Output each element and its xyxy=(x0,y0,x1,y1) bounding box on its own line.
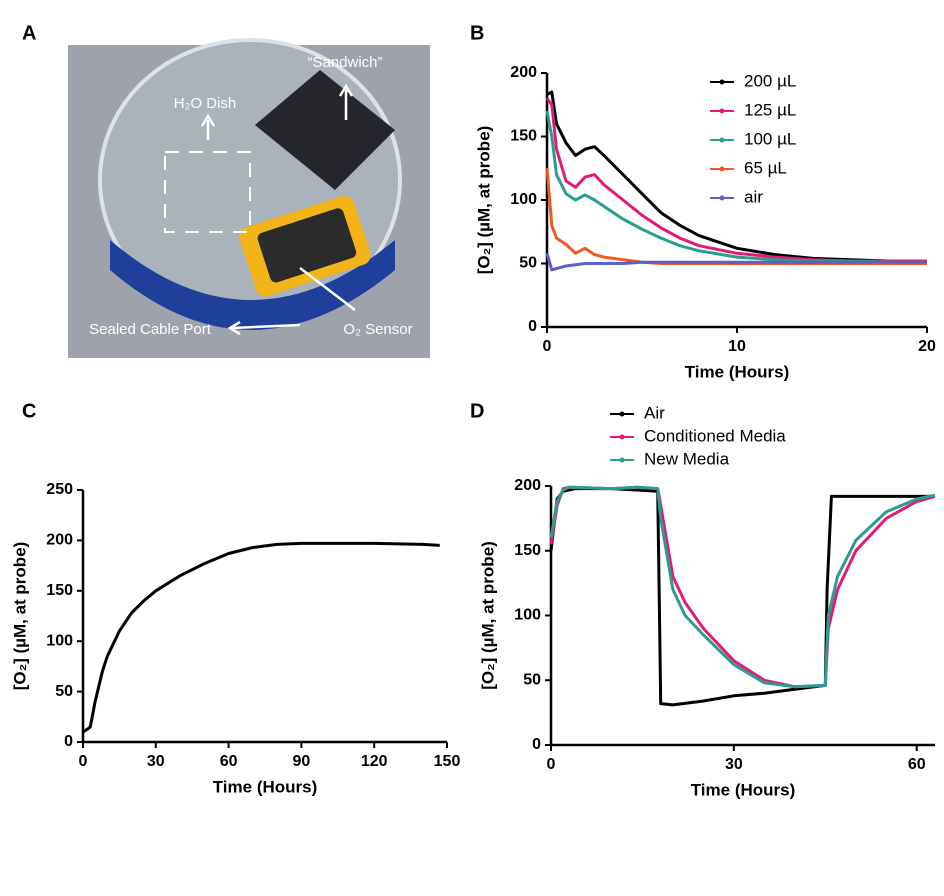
y-tick-label: 0 xyxy=(528,318,537,335)
data-line xyxy=(549,485,936,689)
x-tick-label: 10 xyxy=(728,338,746,355)
legend-marker xyxy=(719,108,725,114)
y-axis-label: [O₂] (µM, at probe) xyxy=(474,126,493,275)
y-axis-label: [O₂] (µM, at probe) xyxy=(10,542,29,691)
x-tick-label: 30 xyxy=(725,756,743,773)
photo: “Sandwich” H₂O Dish Sealed Cable Port O₂… xyxy=(68,38,430,358)
data-line xyxy=(545,97,927,263)
x-tick-label: 60 xyxy=(220,753,238,770)
y-tick-label: 150 xyxy=(510,128,537,145)
x-axis-label: Time (Hours) xyxy=(691,780,796,799)
legend-marker xyxy=(719,166,725,172)
legend-marker xyxy=(719,79,725,85)
y-tick-label: 250 xyxy=(46,481,73,498)
legend-label: New Media xyxy=(644,449,730,468)
y-axis-label: [O₂] (µM, at probe) xyxy=(478,541,497,690)
photo-label: “Sandwich” xyxy=(307,54,382,71)
y-tick-label: 150 xyxy=(514,542,541,559)
x-tick-label: 30 xyxy=(147,753,165,770)
x-tick-label: 150 xyxy=(434,753,461,770)
y-tick-label: 0 xyxy=(532,736,541,753)
y-tick-label: 50 xyxy=(55,683,73,700)
legend-label: 100 µL xyxy=(744,129,796,148)
legend-marker xyxy=(619,457,625,463)
y-tick-label: 0 xyxy=(64,733,73,750)
data-line xyxy=(546,90,927,263)
data-line xyxy=(82,541,440,734)
y-tick-label: 150 xyxy=(46,582,73,599)
legend-label: 200 µL xyxy=(744,71,796,90)
y-tick-label: 100 xyxy=(514,607,541,624)
legend-label: Conditioned Media xyxy=(644,426,786,445)
legend-label: Air xyxy=(644,403,665,422)
legend-label: air xyxy=(744,187,763,206)
legend-marker xyxy=(619,411,625,417)
panel-label: D xyxy=(470,400,484,422)
panel-label: C xyxy=(22,400,36,422)
data-line xyxy=(549,485,936,689)
legend-label: 65 µL xyxy=(744,158,787,177)
x-tick-label: 0 xyxy=(543,338,552,355)
photo-label: Sealed Cable Port xyxy=(89,321,212,338)
panel-label: B xyxy=(470,22,484,44)
y-tick-label: 50 xyxy=(519,255,537,272)
x-tick-label: 60 xyxy=(908,756,926,773)
legend-marker xyxy=(719,137,725,143)
x-tick-label: 20 xyxy=(918,338,936,355)
y-tick-label: 200 xyxy=(510,64,537,81)
y-tick-label: 100 xyxy=(46,632,73,649)
x-tick-label: 120 xyxy=(361,753,388,770)
legend-marker xyxy=(719,195,725,201)
y-tick-label: 100 xyxy=(510,191,537,208)
photo-label: H₂O Dish xyxy=(174,95,237,112)
x-axis-label: Time (Hours) xyxy=(685,362,790,381)
y-tick-label: 50 xyxy=(523,671,541,688)
panel-label: A xyxy=(22,22,36,44)
x-axis-label: Time (Hours) xyxy=(213,777,318,796)
x-tick-label: 90 xyxy=(293,753,311,770)
y-tick-label: 200 xyxy=(46,532,73,549)
data-line xyxy=(545,252,927,272)
legend-marker xyxy=(619,434,625,440)
y-tick-label: 200 xyxy=(514,477,541,494)
legend-label: 125 µL xyxy=(744,100,796,119)
x-tick-label: 0 xyxy=(79,753,88,770)
photo-label: O₂ Sensor xyxy=(343,321,412,338)
x-tick-label: 0 xyxy=(547,756,556,773)
